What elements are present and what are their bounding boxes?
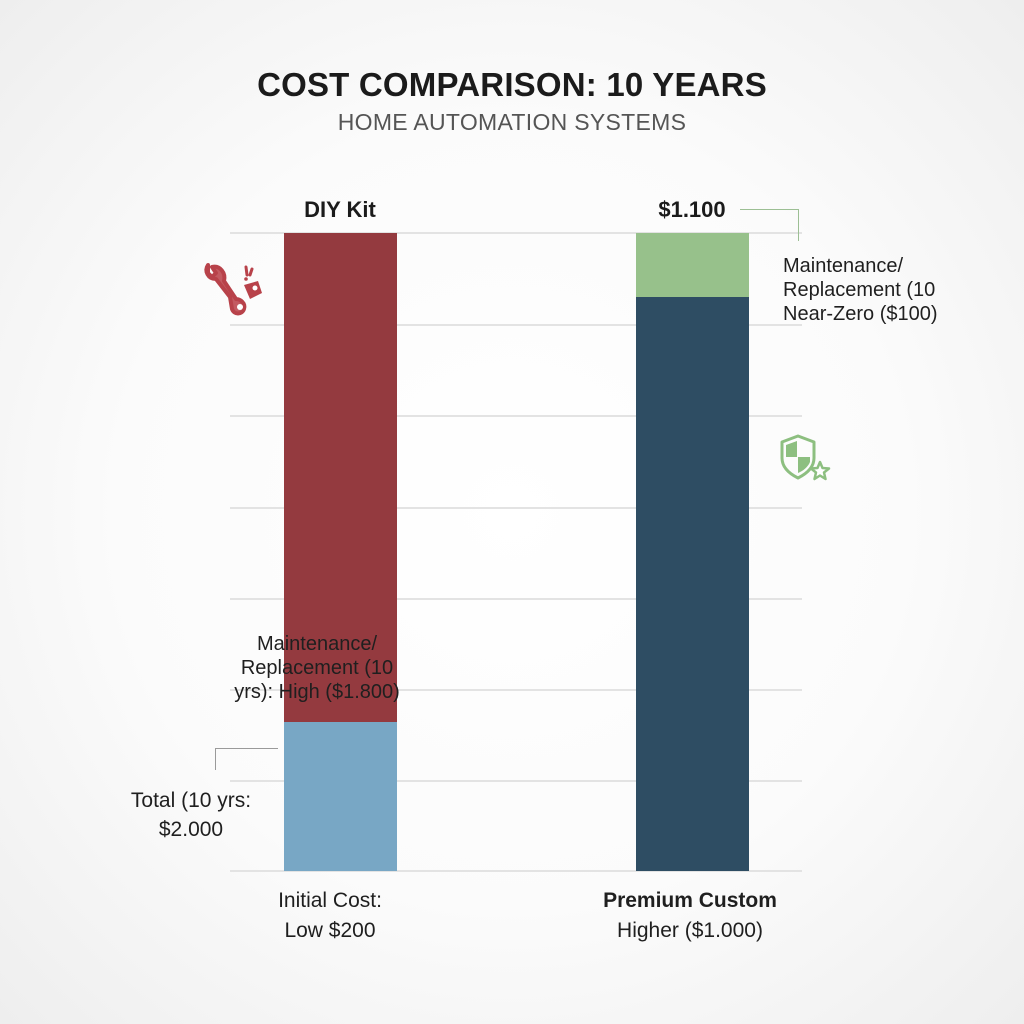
- gridline: [230, 780, 802, 782]
- axis-label-line: Higher ($1.000): [617, 919, 763, 942]
- diy-maintenance-segment[interactable]: [284, 233, 397, 722]
- chart-subtitle: HOME AUTOMATION SYSTEMS: [337, 109, 687, 135]
- annotation-line: Replacement (10: [240, 657, 394, 679]
- chart-title: COST COMPARISON: 10 YEARS: [257, 66, 767, 103]
- diy-initial-cost-label: Initial Cost: Low $200: [240, 886, 420, 946]
- annotation-line: Total (10 yrs:: [130, 789, 252, 812]
- diy-initial-segment[interactable]: [284, 722, 397, 871]
- annotation-line: $2.000: [158, 818, 224, 841]
- axis-label-line: Initial Cost:: [278, 889, 382, 912]
- premium-maintenance-segment[interactable]: [636, 233, 749, 297]
- shield-star-icon: [776, 432, 836, 488]
- baseline: [230, 870, 802, 872]
- axis-label-line: Low $200: [284, 919, 376, 942]
- broken-wrench-icon: [200, 255, 272, 321]
- gridline: [230, 232, 802, 234]
- premium-leader-vertical: [798, 209, 799, 241]
- premium-maintenance-annotation: Maintenance/ Replacement (10 Near-Zero (…: [783, 254, 983, 326]
- premium-leader-horizontal: [740, 209, 798, 210]
- gridline: [230, 689, 802, 691]
- annotation-line: Near-Zero ($100): [783, 303, 938, 325]
- premium-total-label: $1.100: [658, 197, 726, 222]
- premium-initial-segment[interactable]: [636, 297, 749, 871]
- gridline: [230, 324, 802, 326]
- diy-total-annotation: Total (10 yrs: $2.000: [110, 786, 272, 844]
- gridline: [230, 507, 802, 509]
- premium-custom-label: Premium Custom Higher ($1.000): [580, 886, 800, 946]
- diy-kit-label: DIY Kit: [304, 197, 376, 222]
- total-leader-vertical: [215, 748, 216, 770]
- annotation-line: yrs): High ($1.800): [234, 681, 400, 703]
- gridline: [230, 598, 802, 600]
- total-leader-horizontal: [215, 748, 278, 749]
- annotation-line: Maintenance/: [256, 633, 378, 655]
- axis-label-line: Premium Custom: [603, 889, 777, 912]
- annotation-line: Maintenance/: [783, 255, 904, 277]
- diy-maintenance-annotation: Maintenance/ Replacement (10 yrs): High …: [222, 632, 412, 704]
- gridline: [230, 415, 802, 417]
- annotation-line: Replacement (10: [783, 279, 936, 301]
